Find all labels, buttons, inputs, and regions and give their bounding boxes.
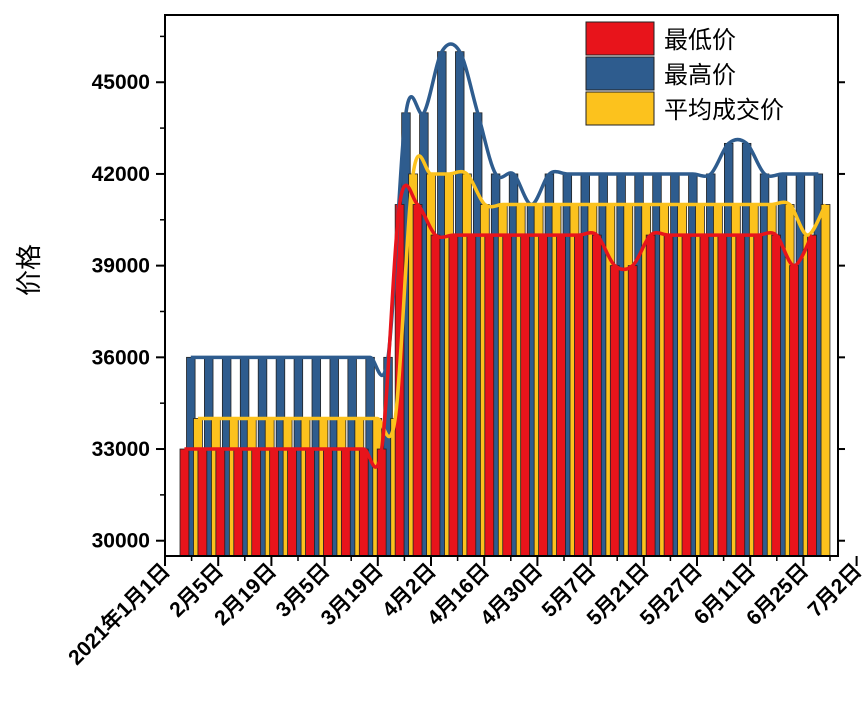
bar-low-2 [215,448,226,557]
y-tick-label-5: 45000 [92,71,150,94]
legend-swatch-high [585,56,655,91]
legend-label-avg: 平均成交价 [664,96,784,124]
bar-low-14 [430,234,441,557]
x-tick-label-13: 7月2日 [804,559,865,621]
line-high [190,42,819,378]
bar-low-4 [251,448,262,557]
lines-layer [184,42,828,469]
bar-low-0 [179,448,190,557]
line-low [184,183,814,469]
bar-low-28 [681,234,692,557]
legend-label-high: 最高价 [664,61,736,89]
x-tick-label-0: 2021年1月1日 [63,559,174,670]
bar-low-1 [197,448,208,557]
bar-low-34 [789,265,799,557]
bar-avg-35 [820,204,831,557]
bar-low-23 [591,234,602,557]
legend-swatch-low [585,21,655,56]
bar-low-9 [340,448,351,557]
bar-low-24 [609,265,620,557]
bar-low-15 [448,234,459,557]
y-tick-label-4: 42000 [92,163,150,186]
bar-low-21 [556,234,566,557]
y-tick-label-2: 36000 [92,346,150,369]
bar-low-8 [323,448,333,557]
legend-label-low: 最低价 [664,26,736,54]
bar-low-27 [663,234,674,557]
legend-swatch-avg [585,91,655,126]
bar-low-10 [358,448,369,557]
bar-low-31 [735,234,746,557]
bar-low-19 [520,234,530,557]
bar-low-26 [645,234,656,557]
bar-low-22 [574,234,584,557]
y-tick-label-1: 33000 [92,438,150,461]
plot-frame [164,14,839,557]
bar-low-6 [287,448,297,557]
bar-low-16 [466,234,477,557]
bar-low-20 [538,234,548,557]
bar-low-29 [699,234,710,557]
y-tick-label-3: 39000 [92,255,150,278]
bar-low-7 [305,448,315,557]
bar-low-30 [717,234,728,557]
bar-low-25 [627,265,638,557]
bar-low-13 [412,204,423,557]
bar-low-3 [233,448,244,557]
bar-low-5 [269,448,279,557]
y-axis-title: 价格 [15,244,45,296]
bar-low-32 [753,234,764,557]
bar-low-18 [502,234,513,557]
bars-layer [179,51,831,557]
y-tick-label-0: 30000 [92,530,150,553]
line-avg [197,154,828,439]
bar-low-17 [484,234,495,557]
bar-low-33 [771,234,781,557]
bar-low-35 [807,234,817,557]
